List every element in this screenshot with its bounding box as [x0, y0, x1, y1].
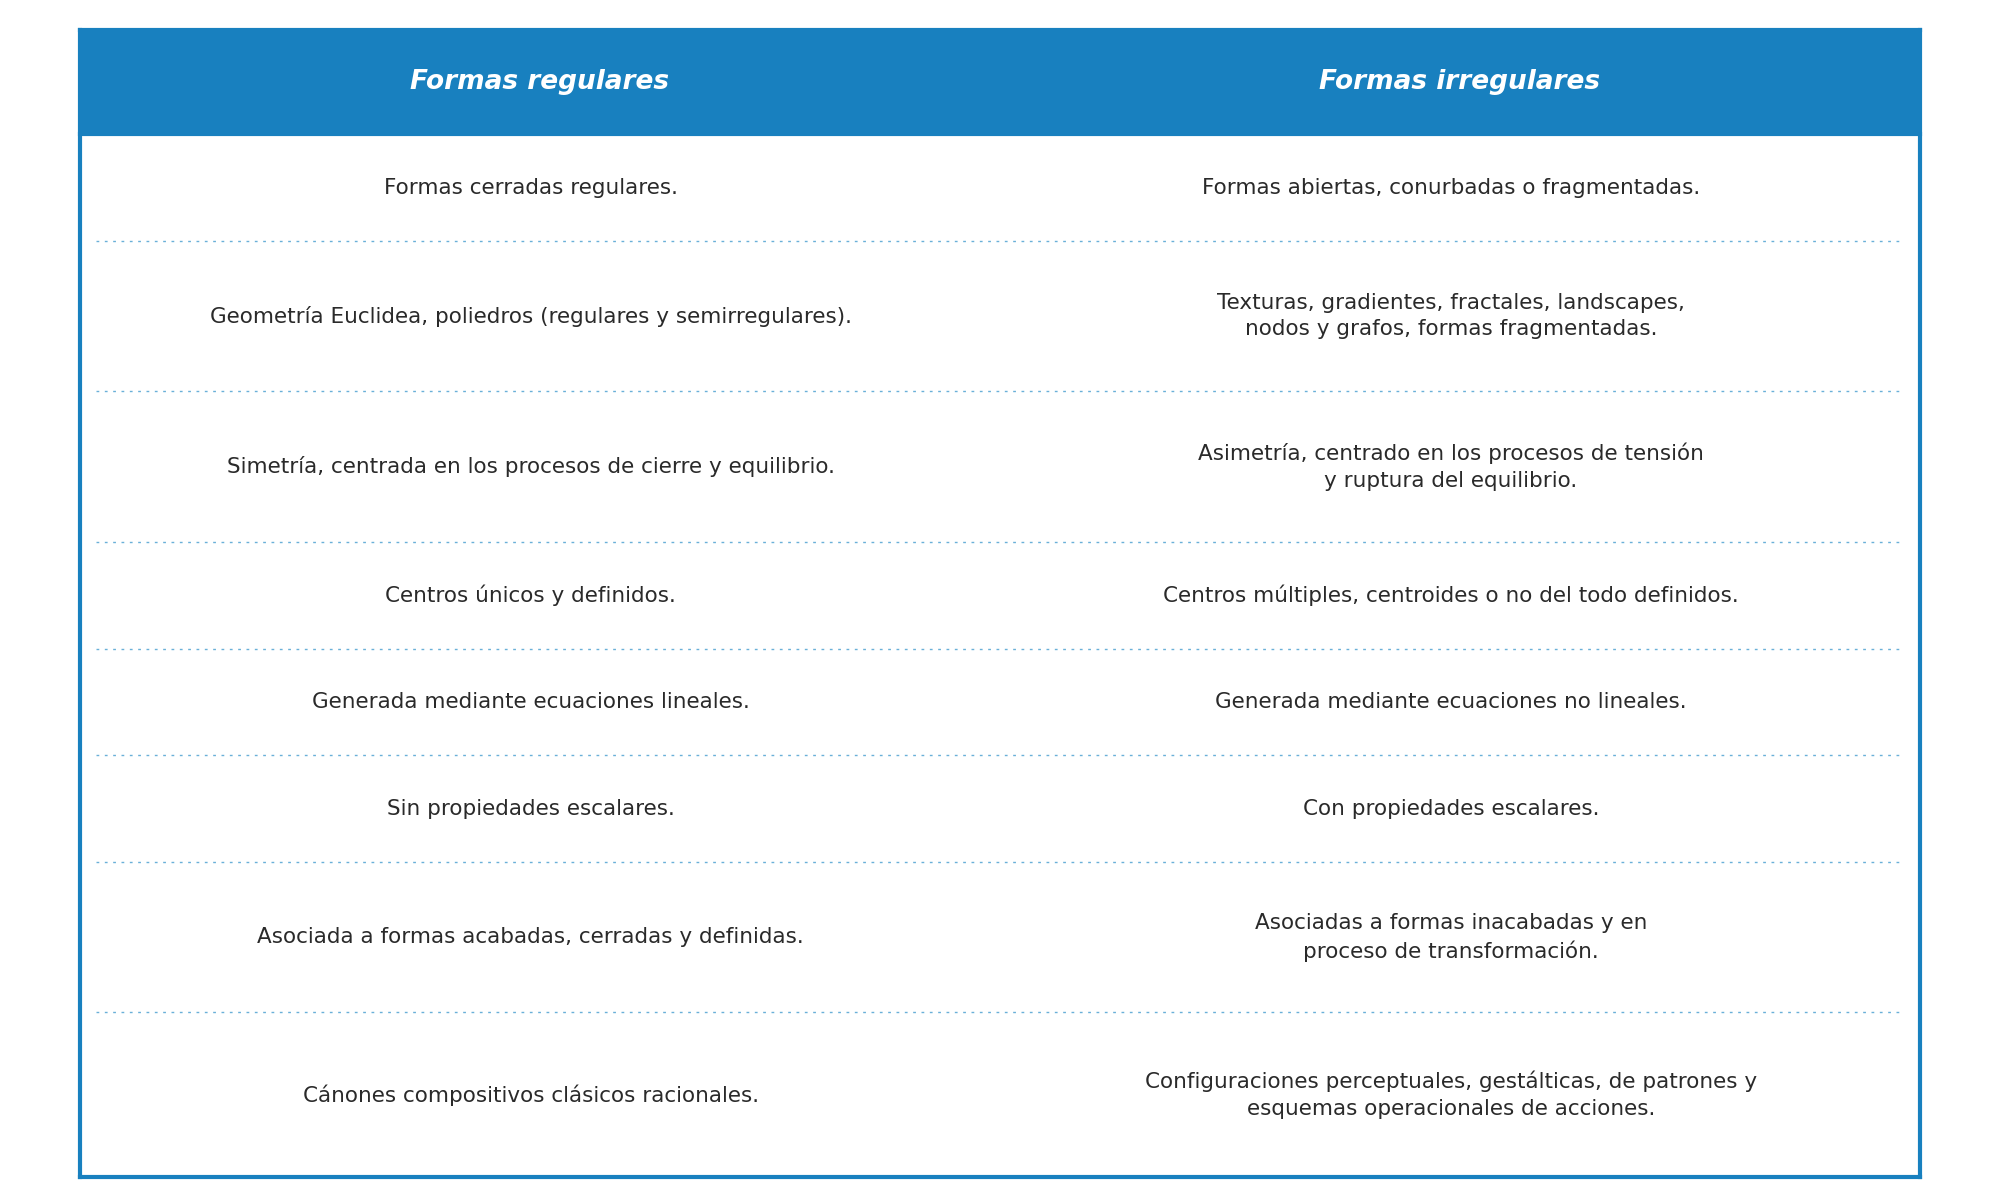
Text: Con propiedades escalares.: Con propiedades escalares.: [1302, 799, 1600, 819]
Bar: [80, 862, 1920, 1012]
Bar: [80, 755, 1920, 862]
Text: Configuraciones perceptuales, gestálticas, de patrones y
esquemas operacionales : Configuraciones perceptuales, gestáltica…: [1144, 1071, 1756, 1119]
Text: Asociadas a formas inacabadas y en
proceso de transformación.: Asociadas a formas inacabadas y en proce…: [1254, 912, 1646, 962]
Text: Formas cerradas regulares.: Formas cerradas regulares.: [384, 177, 678, 198]
Text: Formas regulares: Formas regulares: [410, 70, 670, 95]
Text: Sin propiedades escalares.: Sin propiedades escalares.: [386, 799, 674, 819]
Text: Texturas, gradientes, fractales, landscapes,
nodos y grafos, formas fragmentadas: Texturas, gradientes, fractales, landsca…: [1216, 293, 1684, 339]
Text: Simetría, centrada en los procesos de cierre y equilibrio.: Simetría, centrada en los procesos de ci…: [226, 456, 834, 477]
Bar: [80, 1012, 1920, 1177]
Text: Generada mediante ecuaciones no lineales.: Generada mediante ecuaciones no lineales…: [1214, 692, 1686, 712]
Text: Centros únicos y definidos.: Centros únicos y definidos.: [386, 584, 676, 605]
Text: Geometría Euclidea, poliedros (regulares y semirregulares).: Geometría Euclidea, poliedros (regulares…: [210, 306, 852, 327]
Text: Asimetría, centrado en los procesos de tensión
y ruptura del equilibrio.: Asimetría, centrado en los procesos de t…: [1198, 442, 1704, 490]
Bar: [80, 391, 1920, 542]
Bar: [80, 241, 1920, 391]
Text: Formas abiertas, conurbadas o fragmentadas.: Formas abiertas, conurbadas o fragmentad…: [1202, 177, 1700, 198]
Bar: [80, 134, 1920, 241]
Text: Centros múltiples, centroides o no del todo definidos.: Centros múltiples, centroides o no del t…: [1162, 584, 1738, 605]
Text: Formas irregulares: Formas irregulares: [1320, 70, 1600, 95]
Text: Asociada a formas acabadas, cerradas y definidas.: Asociada a formas acabadas, cerradas y d…: [258, 927, 804, 947]
Text: Generada mediante ecuaciones lineales.: Generada mediante ecuaciones lineales.: [312, 692, 750, 712]
Text: Cánones compositivos clásicos racionales.: Cánones compositivos clásicos racionales…: [302, 1084, 758, 1105]
Bar: [80, 542, 1920, 649]
Bar: [80, 649, 1920, 755]
Bar: [80, 30, 1920, 134]
